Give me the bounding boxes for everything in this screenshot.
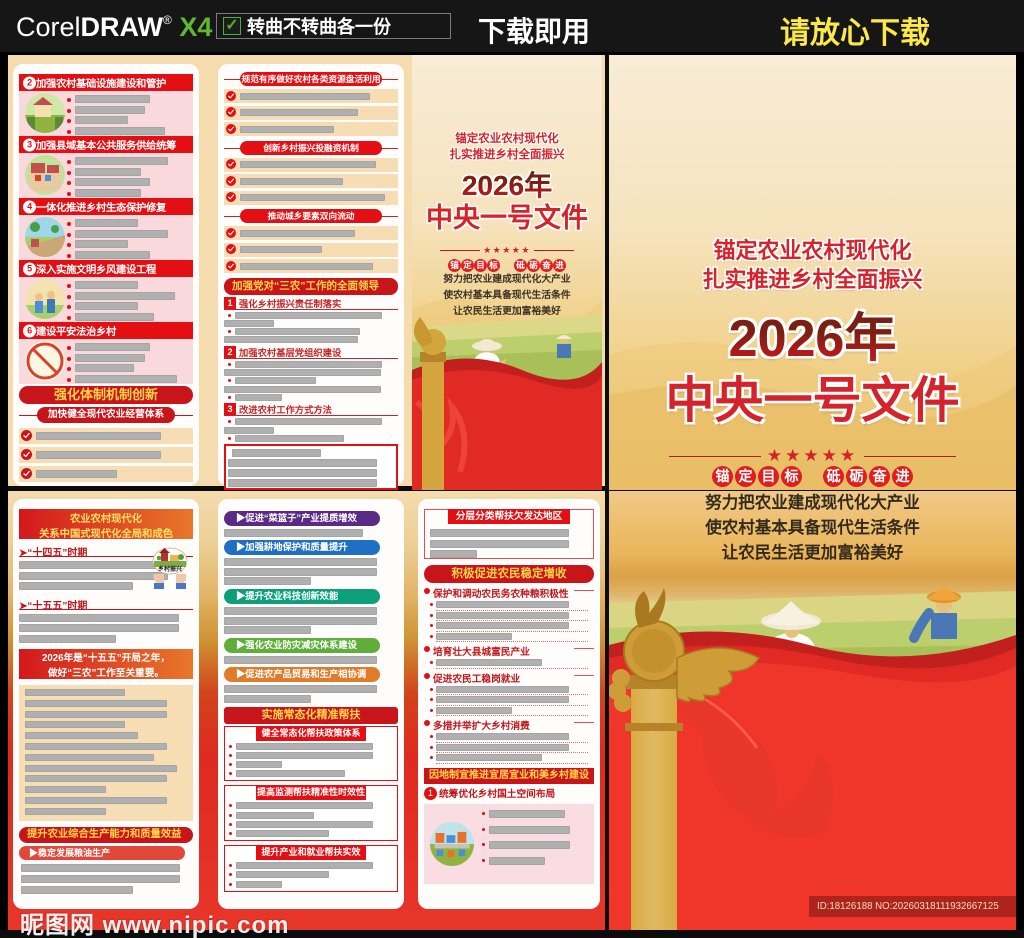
svg-text:乡村振兴: 乡村振兴 xyxy=(158,565,182,573)
